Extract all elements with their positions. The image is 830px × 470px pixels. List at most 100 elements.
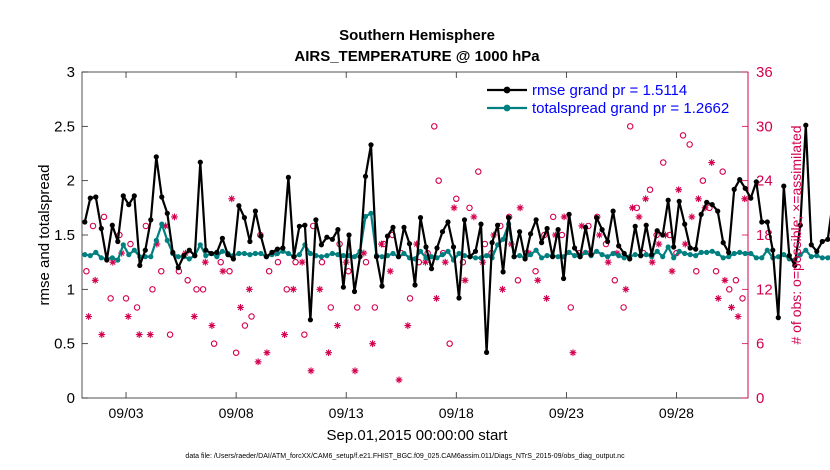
totalspread-point	[115, 257, 121, 263]
obs-assimilated-point	[289, 285, 297, 293]
rmse-point	[676, 198, 682, 204]
totalspread-point	[803, 247, 809, 253]
rmse-point	[137, 262, 143, 268]
obs-assimilated-point	[728, 304, 735, 311]
totalspread-point	[197, 242, 203, 248]
rmse-point	[461, 217, 468, 223]
obs-assimilated-point	[263, 349, 271, 357]
rmse-point	[687, 245, 693, 251]
rmse-point	[126, 202, 132, 208]
totalspread-point	[236, 250, 242, 257]
rmse-point	[406, 241, 413, 247]
totalspread-point	[362, 213, 369, 220]
obs-assimilated-point	[413, 240, 421, 248]
rmse-point	[456, 295, 462, 301]
totalspread-point	[401, 250, 407, 257]
rmse-point	[781, 183, 787, 189]
obs-possible-point	[466, 204, 473, 212]
obs-possible-point	[611, 277, 619, 284]
totalspread-point	[814, 253, 820, 259]
obs-possible-point	[679, 132, 687, 139]
obs-possible-point	[292, 258, 299, 266]
rmse-point	[748, 195, 754, 201]
y-tick-label-left: 0	[67, 390, 75, 407]
rmse-point	[280, 245, 286, 251]
y-tick-label-right: 12	[756, 281, 773, 298]
rmse-point	[401, 224, 407, 230]
rmse-point	[665, 197, 671, 203]
obs-assimilated-point	[642, 195, 650, 203]
rmse-point	[605, 238, 611, 245]
totalspread-point	[808, 254, 814, 260]
rmse-point	[434, 245, 440, 251]
totalspread-point	[131, 247, 137, 253]
obs-assimilated-point	[118, 249, 126, 257]
rmse-point	[230, 256, 236, 262]
totalspread-point	[599, 252, 605, 258]
totalspread-point	[605, 254, 611, 260]
obs-possible-point	[133, 304, 141, 311]
totalspread-point	[109, 255, 115, 261]
y-axis-label: rmse and totalspread	[36, 165, 53, 306]
legend-marker-totalspread	[503, 104, 511, 112]
y-tick-label-left: 2	[67, 173, 75, 190]
obs-assimilated-point	[162, 222, 170, 230]
totalspread-point	[682, 250, 688, 257]
rmse-point	[197, 159, 203, 165]
rmse-point	[764, 219, 770, 225]
totalspread-point	[329, 250, 335, 257]
obs-assimilated-point	[153, 240, 161, 248]
totalspread-point	[285, 250, 291, 257]
obs-possible-point	[514, 277, 522, 284]
obs-assimilated-point	[695, 195, 702, 203]
obs-possible-point	[659, 159, 667, 166]
rmse-point	[544, 225, 550, 232]
rmse-point	[472, 248, 479, 254]
legend-marker-rmse	[503, 86, 511, 94]
obs-possible-point	[453, 195, 460, 203]
obs-assimilated-point	[333, 322, 341, 329]
totalspread-point	[742, 250, 748, 257]
totalspread-point	[544, 253, 550, 259]
rmse-point	[731, 186, 737, 192]
obs-assimilated-point	[219, 267, 227, 275]
obs-assimilated-point	[395, 376, 403, 384]
obs-possible-point	[149, 286, 156, 293]
data-file-footnote: data file: /Users/raeder/DAI/ATM_forcXX/…	[185, 453, 625, 460]
obs-assimilated-point	[237, 304, 244, 311]
rmse-point	[412, 282, 418, 288]
rmse-point	[709, 202, 715, 208]
obs-assimilated-point	[433, 294, 440, 302]
obs-assimilated-point	[245, 285, 253, 293]
obs-possible-point	[693, 267, 700, 275]
totalspread-point	[819, 255, 825, 261]
rmse-point	[484, 349, 490, 355]
obs-possible-point	[362, 258, 370, 266]
totalspread-point	[781, 252, 787, 258]
rmse-point	[236, 203, 242, 209]
obs-possible-point	[739, 295, 746, 302]
totalspread-point	[825, 255, 830, 261]
rmse-point	[346, 232, 352, 238]
rmse-point	[258, 233, 264, 239]
rmse-point	[753, 179, 759, 185]
rmse-point	[225, 252, 231, 258]
rmse-point	[395, 254, 402, 260]
totalspread-point	[533, 247, 539, 253]
totalspread-point	[472, 255, 479, 261]
x-tick-label: 09/03	[109, 405, 144, 421]
obs-assimilated-point	[714, 294, 722, 302]
totalspread-point	[274, 250, 280, 257]
obs-possible-point	[686, 141, 693, 148]
obs-assimilated-point	[369, 340, 377, 348]
obs-possible-point	[431, 123, 438, 130]
totalspread-point	[203, 253, 209, 259]
rmse-point	[428, 266, 435, 272]
rmse-point	[792, 262, 798, 268]
series-lines	[82, 122, 830, 355]
obs-assimilated-point	[708, 159, 716, 166]
obs-assimilated-point	[578, 222, 586, 230]
obs-possible-point	[620, 304, 627, 311]
obs-assimilated-point	[560, 213, 568, 221]
rmse-point	[632, 223, 638, 229]
